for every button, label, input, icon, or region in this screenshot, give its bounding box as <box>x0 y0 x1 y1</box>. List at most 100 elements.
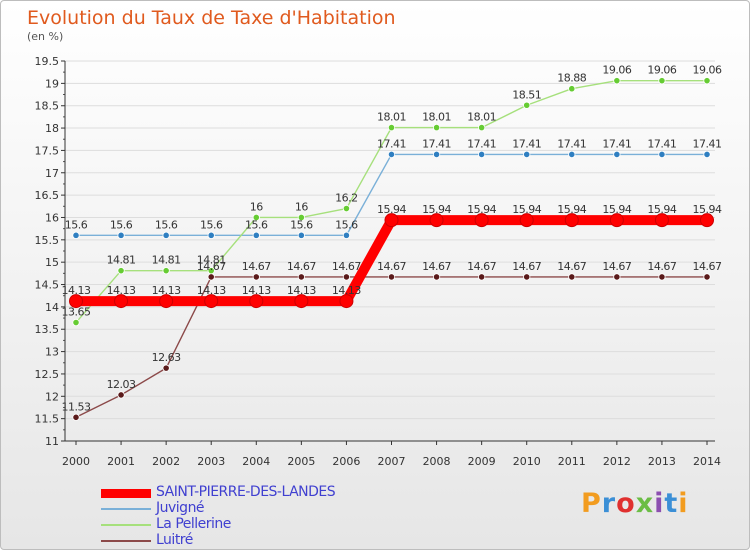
data-point <box>703 150 711 159</box>
logo-letter: i <box>678 488 689 519</box>
data-point <box>564 213 579 228</box>
y-tick-label: 15.5 <box>35 234 60 247</box>
y-tick-label: 15 <box>45 256 59 269</box>
data-label: 14.67 <box>693 260 722 273</box>
data-label: 19.06 <box>693 64 722 77</box>
data-point <box>117 267 125 275</box>
data-point <box>162 267 170 275</box>
y-tick-label: 17 <box>45 167 59 180</box>
x-tick-label: 2004 <box>242 455 270 468</box>
data-point <box>387 150 396 159</box>
data-label: 14.67 <box>287 260 316 273</box>
data-point <box>387 124 396 132</box>
data-label: 15.94 <box>422 203 451 216</box>
data-label: 18.88 <box>557 72 586 85</box>
data-point <box>252 231 260 239</box>
data-label: 14.13 <box>152 284 181 297</box>
data-point <box>613 150 621 159</box>
x-tick-label: 2013 <box>648 455 676 468</box>
legend-label: Juvigné <box>156 500 205 516</box>
data-label: 12.63 <box>152 351 181 364</box>
data-label: 19.06 <box>602 64 631 77</box>
data-point <box>429 213 444 228</box>
data-label: 17.41 <box>693 137 722 150</box>
data-label: 16 <box>250 200 263 213</box>
data-point <box>609 213 624 228</box>
data-label: 15.6 <box>335 218 358 231</box>
y-tick-label: 16.5 <box>35 189 60 202</box>
data-point <box>162 231 170 239</box>
data-label: 17.41 <box>602 137 631 150</box>
data-label: 13.65 <box>62 306 91 319</box>
logo-letter: x <box>635 488 655 519</box>
data-label: 14.81 <box>152 254 181 267</box>
data-point <box>568 85 576 93</box>
x-tick-label: 2000 <box>62 455 90 468</box>
data-point <box>523 101 531 109</box>
data-point <box>613 77 621 85</box>
legend-label: Luitré <box>156 532 193 548</box>
tick-labels: 11 11.5 12 12.5 13 13.5 14 14.5 15 15.5 16 16.5 17 17… <box>35 55 722 468</box>
data-point <box>252 213 260 222</box>
data-point <box>432 124 441 132</box>
data-point <box>478 273 486 281</box>
data-label: 14.13 <box>332 284 361 297</box>
x-tick-label: 2009 <box>468 455 496 468</box>
logo-letter: t <box>664 488 679 519</box>
chart-subtitle: (en %) <box>27 30 64 43</box>
y-tick-label: 18.5 <box>35 100 60 113</box>
series-points <box>69 77 714 421</box>
data-point <box>72 413 80 421</box>
data-point <box>432 273 441 281</box>
y-tick-label: 14.5 <box>35 279 60 292</box>
data-point <box>69 294 83 309</box>
data-label: 15.6 <box>155 218 178 231</box>
data-point <box>339 294 354 309</box>
data-label: 15.94 <box>467 203 496 216</box>
data-label: 14.67 <box>332 260 361 273</box>
x-tick-label: 2003 <box>197 455 225 468</box>
data-point <box>117 391 125 399</box>
y-tick-label: 12 <box>45 390 59 403</box>
x-tick-label: 2007 <box>378 455 406 468</box>
data-label: 16 <box>295 200 308 213</box>
data-label: 14.67 <box>647 260 676 273</box>
data-point <box>700 213 714 228</box>
data-label: 15.94 <box>647 203 676 216</box>
data-point <box>658 273 666 281</box>
data-label: 15.6 <box>65 218 88 231</box>
data-label: 17.41 <box>557 137 586 150</box>
data-point <box>297 273 305 281</box>
data-label: 14.13 <box>197 284 226 297</box>
data-point <box>342 204 351 213</box>
data-point <box>654 213 669 228</box>
x-tick-label: 2011 <box>558 455 586 468</box>
legend-label: SAINT-PIERRE-DES-LANDES <box>156 484 336 500</box>
data-point <box>249 294 264 309</box>
legend-swatch <box>101 508 151 510</box>
data-label: 14.67 <box>557 260 586 273</box>
logo-letter: i <box>654 488 665 519</box>
legend-swatch <box>101 524 151 526</box>
data-label: 14.81 <box>107 254 136 267</box>
data-point <box>72 231 80 239</box>
data-point <box>432 150 441 159</box>
x-tick-label: 2001 <box>107 455 135 468</box>
data-point <box>523 273 531 281</box>
data-point <box>523 150 531 159</box>
data-label: 18.01 <box>467 111 496 124</box>
x-tick-label: 2012 <box>603 455 631 468</box>
data-label: 14.67 <box>197 260 226 273</box>
data-label: 17.41 <box>512 137 541 150</box>
data-point <box>159 294 174 309</box>
x-tick-label: 2006 <box>332 455 360 468</box>
data-point <box>568 150 576 159</box>
data-label: 14.13 <box>62 284 91 297</box>
data-point <box>117 231 125 239</box>
data-label: 11.53 <box>62 400 91 413</box>
data-label: 14.13 <box>107 284 136 297</box>
legend-label: La Pellerine <box>156 516 231 532</box>
data-label: 16.2 <box>335 192 358 205</box>
